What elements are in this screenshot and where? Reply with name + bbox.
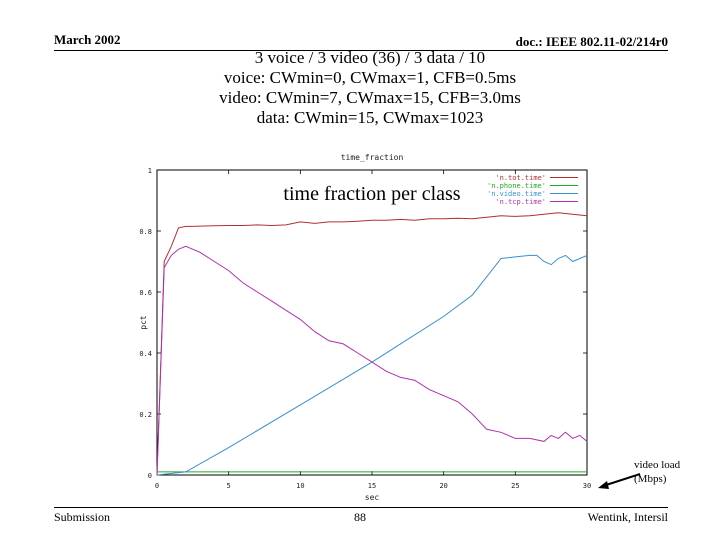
footer-page-number: 88 — [354, 510, 366, 524]
x-tick-label: 0 — [155, 482, 159, 490]
footer-rule — [54, 507, 668, 508]
title-line-4: data: CWmin=15, CWmax=1023 — [256, 108, 484, 127]
y-axis-label: pct — [139, 315, 148, 330]
header-doc-id: doc.: IEEE 802.11-02/214r0 — [515, 34, 668, 49]
annotation-line-1: video load — [634, 459, 681, 471]
annotation-arrow-line — [602, 473, 641, 487]
series-line-video — [156, 254, 588, 476]
annotation-arrow-head — [598, 481, 609, 489]
chart-title: time_fraction — [341, 153, 404, 162]
x-axis-label: sec — [365, 493, 380, 502]
video-load-annotation: video load (Mbps) — [598, 459, 681, 489]
slide-titles: 3 voice / 3 video (36) / 3 data / 10 voi… — [160, 48, 580, 128]
title-line-2: voice: CWmin=0, CWmax=1, CFB=0.5ms — [223, 68, 517, 87]
legend-label-video: 'n.video.time' — [487, 190, 546, 198]
y-tick-label: 0.8 — [139, 228, 152, 236]
y-tick-label: 0.2 — [139, 411, 152, 419]
title-line-1: 3 voice / 3 video (36) / 3 data / 10 — [254, 48, 486, 67]
header-date: March 2002 — [54, 32, 121, 47]
overlay-title: time fraction per class — [283, 183, 460, 205]
legend-label-tot: 'n.tot.time' — [495, 174, 546, 182]
legend-label-tcp: 'n.tcp.time' — [495, 198, 546, 206]
annotation-line-2: (Mbps) — [634, 473, 667, 485]
footer-submission: Submission — [54, 510, 111, 524]
x-tick-label: 30 — [583, 482, 591, 490]
series-line-tcp — [156, 245, 588, 476]
legend-label-phone: 'n.phone.time' — [487, 182, 546, 190]
x-tick-label: 5 — [227, 482, 231, 490]
y-tick-label: 1 — [148, 167, 152, 175]
x-tick-label: 25 — [511, 482, 519, 490]
y-tick-label: 0.6 — [139, 289, 152, 297]
footer-author: Wentink, Intersil — [587, 510, 668, 524]
series-line-tot — [156, 212, 588, 476]
x-tick-label: 15 — [368, 482, 376, 490]
title-line-3: video: CWmin=7, CWmax=15, CFB=3.0ms — [219, 88, 521, 107]
x-tick-label: 20 — [439, 482, 447, 490]
header-rule — [54, 50, 668, 51]
x-tick-label: 10 — [296, 482, 304, 490]
y-tick-label: 0.4 — [139, 350, 152, 358]
y-tick-label: 0 — [148, 472, 152, 480]
